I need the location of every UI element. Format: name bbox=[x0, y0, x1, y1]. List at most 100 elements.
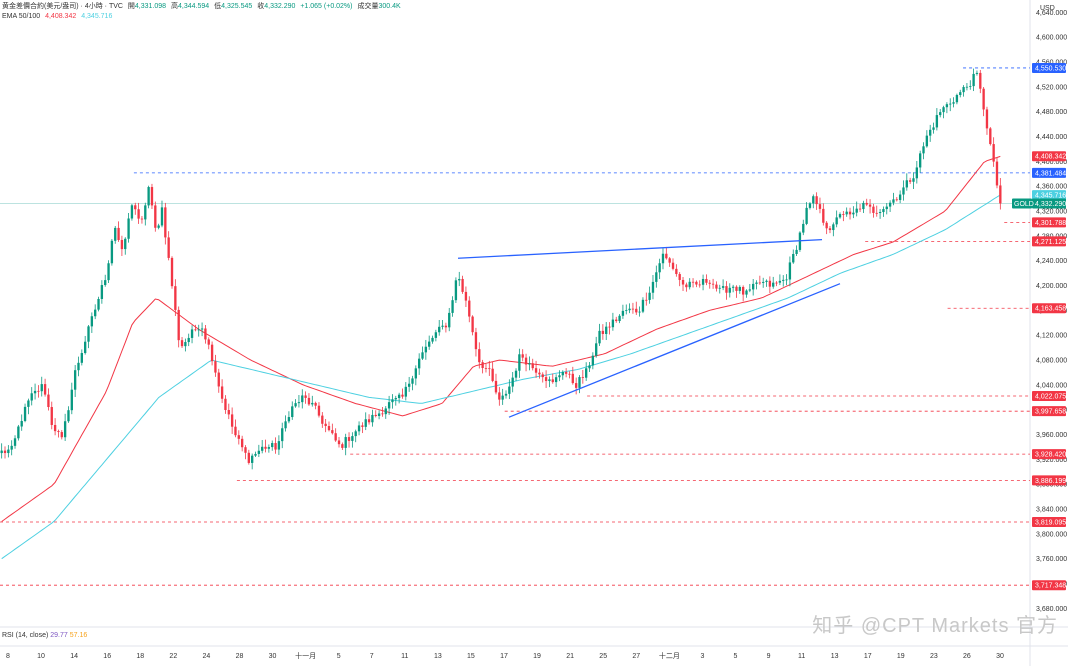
candle-body bbox=[174, 286, 177, 310]
candle-body bbox=[868, 204, 872, 207]
candle-body bbox=[785, 279, 788, 281]
price-tag bbox=[1032, 475, 1066, 486]
x-tick-label: 17 bbox=[500, 653, 508, 660]
candle-body bbox=[588, 365, 591, 369]
candle-body bbox=[441, 325, 444, 327]
candle-body bbox=[939, 112, 942, 116]
price-tag-label: 3,819.095 bbox=[1035, 520, 1066, 527]
close-value: 4,332.290 bbox=[264, 3, 296, 10]
candle-body bbox=[668, 258, 671, 263]
open-label: 開 bbox=[127, 3, 135, 10]
candle-body bbox=[711, 283, 715, 285]
candle-body bbox=[725, 286, 728, 293]
candle-body bbox=[404, 386, 407, 397]
price-tag bbox=[1032, 167, 1066, 178]
candle-body bbox=[444, 325, 448, 328]
candle-body bbox=[671, 262, 675, 269]
x-tick-label: 27 bbox=[632, 653, 640, 660]
candle-body bbox=[307, 397, 311, 405]
candle-body bbox=[33, 390, 37, 394]
candle-body bbox=[818, 204, 822, 209]
candle-body bbox=[267, 447, 271, 449]
candle-body bbox=[120, 239, 124, 250]
y-tick-label: 4,440.000 bbox=[1036, 134, 1067, 141]
rsi-label[interactable]: RSI (14, close) bbox=[2, 632, 49, 639]
candle-body bbox=[297, 402, 301, 404]
candle-body bbox=[274, 443, 277, 450]
candle-body bbox=[104, 280, 107, 286]
candle-body bbox=[822, 208, 825, 223]
candle-body bbox=[915, 167, 918, 179]
candle-body bbox=[37, 390, 40, 392]
candle-body bbox=[678, 274, 681, 280]
candle-body bbox=[100, 285, 104, 299]
candle-body bbox=[347, 437, 351, 441]
x-tick-label: 21 bbox=[566, 653, 574, 660]
candle-body bbox=[875, 212, 878, 214]
candle-body bbox=[544, 377, 548, 382]
y-tick-label: 4,200.000 bbox=[1036, 283, 1067, 290]
candle-body bbox=[428, 341, 431, 347]
candle-body bbox=[20, 420, 23, 427]
candle-body bbox=[792, 253, 795, 263]
rsi-header: RSI (14, close) 29.77 57.16 bbox=[2, 632, 87, 639]
candle-body bbox=[972, 73, 975, 87]
ema-lines bbox=[1, 155, 1001, 560]
candle-body bbox=[377, 413, 381, 417]
x-tick-label: 7 bbox=[370, 653, 374, 660]
candle-body bbox=[538, 372, 541, 375]
candle-body bbox=[828, 228, 832, 231]
candle-body bbox=[488, 368, 491, 370]
candle-body bbox=[685, 284, 688, 288]
candle-body bbox=[387, 402, 391, 409]
candle-body bbox=[481, 362, 484, 369]
candle-body bbox=[43, 384, 47, 395]
candlestick-series bbox=[0, 68, 1002, 470]
candle-body bbox=[261, 446, 264, 451]
candle-body bbox=[137, 209, 140, 219]
trendlines[interactable] bbox=[457, 238, 841, 418]
rsi-value-2: 57.16 bbox=[69, 632, 88, 639]
candle-body bbox=[23, 406, 27, 421]
candle-body bbox=[661, 253, 665, 264]
open-value: 4,331.098 bbox=[134, 3, 167, 10]
candle-body bbox=[3, 450, 7, 454]
candle-body bbox=[397, 394, 401, 399]
candle-body bbox=[244, 447, 247, 453]
price-tag-label: 3,717.348 bbox=[1035, 583, 1066, 590]
candle-body bbox=[534, 368, 538, 373]
candle-body bbox=[965, 86, 969, 88]
candle-body bbox=[367, 419, 371, 423]
candle-body bbox=[735, 286, 738, 291]
candle-body bbox=[999, 185, 1002, 204]
candle-body bbox=[975, 72, 979, 74]
price-tag-label: 4,408.342 bbox=[1035, 154, 1066, 161]
candle-body bbox=[84, 341, 87, 354]
y-tick-label: 3,840.000 bbox=[1036, 507, 1067, 514]
candle-body bbox=[755, 282, 758, 284]
candle-body bbox=[752, 283, 755, 290]
low-label: 低 bbox=[214, 3, 222, 10]
x-axis-ticks: 8 10 14 16 18 22 24 28 30 十一月 5 7 11 13 15 17 19 21 25 27 十二… bbox=[6, 651, 1004, 660]
candle-body bbox=[90, 316, 94, 327]
ema50-line bbox=[1, 155, 1001, 522]
symbol-title[interactable]: 黄金差價合約(美元/盎司) · 4小時 · TVC bbox=[2, 3, 123, 10]
candle-body bbox=[788, 262, 792, 280]
candle-body bbox=[150, 187, 154, 206]
candle-body bbox=[748, 289, 751, 291]
candle-body bbox=[140, 218, 144, 220]
candle-body bbox=[708, 282, 711, 284]
trendline bbox=[508, 283, 841, 418]
candle-body bbox=[230, 414, 234, 427]
candle-body bbox=[932, 127, 935, 130]
candle-body bbox=[144, 205, 147, 220]
candle-body bbox=[845, 211, 848, 215]
candle-body bbox=[838, 214, 842, 218]
candle-body bbox=[982, 88, 985, 110]
candle-body bbox=[772, 282, 775, 287]
candle-body bbox=[778, 280, 782, 283]
x-tick-label: 24 bbox=[203, 653, 211, 660]
candle-body bbox=[468, 300, 471, 317]
ema-label[interactable]: EMA 50/100 bbox=[2, 13, 41, 20]
